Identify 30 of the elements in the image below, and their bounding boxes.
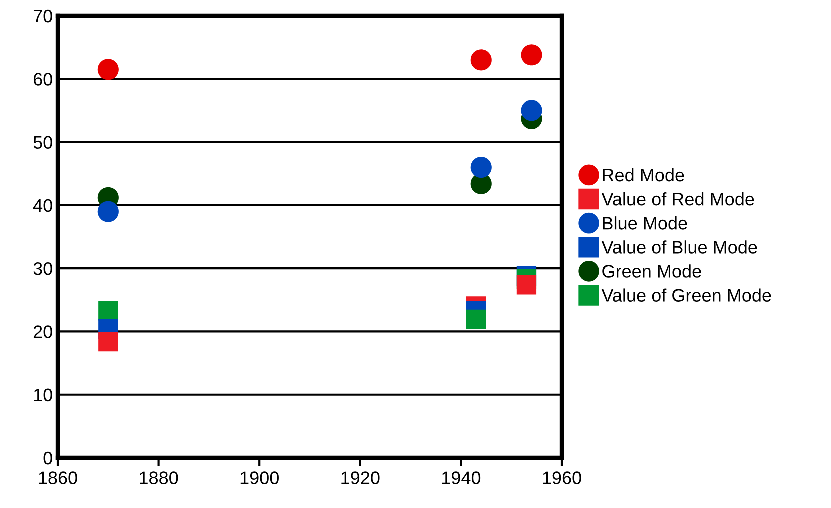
y-tick-label: 70 (34, 10, 52, 23)
x-tick-label: 1900 (240, 472, 279, 484)
point (98, 301, 118, 321)
legend-label: Blue Mode (603, 216, 688, 230)
legend-label: Value of Red Mode (602, 192, 754, 206)
y-tick-label: 10 (34, 388, 52, 402)
y-tick-label: 0 (44, 452, 52, 465)
x-tick-label: 1860 (39, 472, 78, 484)
point (516, 275, 537, 295)
point (98, 201, 119, 222)
y-tick-label: 40 (33, 199, 52, 212)
legend-label: Value of Blue Mode (602, 240, 758, 254)
point (470, 50, 492, 71)
y-tick-label: 30 (34, 262, 52, 276)
point (470, 157, 492, 178)
y-tick-label: 60 (34, 73, 52, 86)
x-tick-label: 1880 (140, 472, 178, 484)
point (98, 59, 119, 80)
point (466, 310, 486, 330)
x-tick-label: 1940 (442, 472, 481, 484)
point (521, 100, 542, 122)
legend-label: Value of Green Mode (602, 288, 772, 302)
x-tick-label: 1920 (342, 472, 380, 484)
point (98, 332, 118, 352)
point (521, 44, 542, 66)
y-tick-label: 50 (34, 136, 52, 150)
legend-label: Red Mode (603, 168, 684, 182)
legend-label: Green Mode (602, 264, 702, 278)
y-tick-label: 20 (34, 326, 52, 338)
x-tick-label: 1960 (543, 472, 582, 484)
